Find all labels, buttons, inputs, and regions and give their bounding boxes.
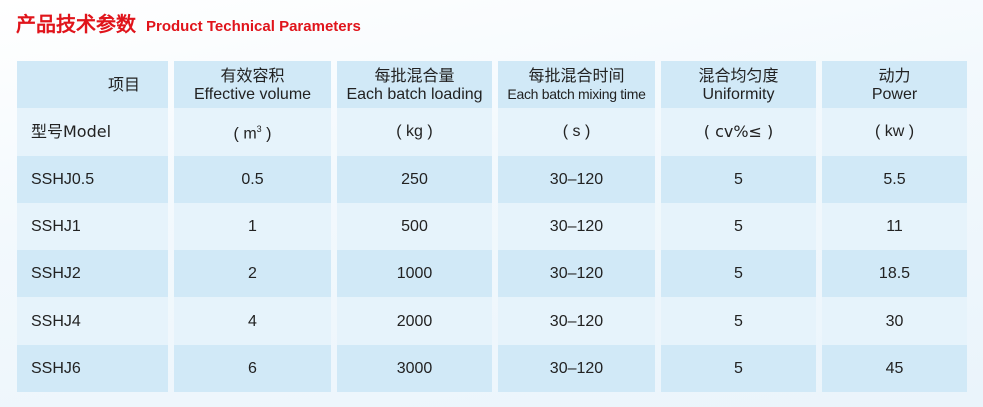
- table-cell-time: 30–120: [498, 155, 655, 203]
- header-label-en: Each batch mixing time: [507, 85, 646, 102]
- table-cell-time: 30–120: [498, 297, 655, 345]
- unit-loading: ( kg ): [337, 108, 492, 156]
- table-cell-time: 30–120: [498, 344, 655, 393]
- unit-uniformity: ( cv%≤ ): [661, 108, 816, 156]
- table-cell-uniformity: 5: [661, 202, 816, 251]
- table-cell-model: SSHJ1: [17, 202, 168, 251]
- parameters-table: 项目 有效容积 Effective volume 每批混合量 Each batch …: [17, 61, 967, 393]
- table-cell-volume: 0.5: [174, 155, 331, 203]
- header-time: 每批混合时间 Each batch mixing time: [498, 61, 655, 109]
- header-label-en: Effective volume: [193, 85, 312, 103]
- heading-en: Product Technical Parameters: [146, 18, 361, 35]
- header-power: 动力 Power: [822, 61, 967, 109]
- header-label-cn: 每批混合量: [374, 65, 455, 85]
- unit-label: ( m3 ): [233, 124, 272, 143]
- table-cell-uniformity: 5: [661, 250, 816, 298]
- heading-cn: 产品技术参数: [16, 12, 136, 36]
- page-heading: 产品技术参数 Product Technical Parameters: [16, 8, 361, 37]
- header-label-cn: 动力: [878, 65, 911, 85]
- table-cell-volume: 4: [174, 297, 331, 345]
- header-uniformity: 混合均匀度 Uniformity: [661, 61, 816, 109]
- table-cell-loading: 2000: [337, 297, 492, 345]
- table-cell-loading: 500: [337, 202, 492, 251]
- unit-volume: ( m3 ): [174, 108, 331, 156]
- header-label-cn: 每批混合时间: [528, 65, 625, 85]
- table-cell-model: SSHJ6: [17, 344, 168, 393]
- table-cell-uniformity: 5: [661, 155, 816, 203]
- table-cell-time: 30–120: [498, 202, 655, 251]
- header-loading: 每批混合量 Each batch loading: [337, 61, 492, 109]
- table-cell-power: 45: [822, 344, 967, 393]
- table-cell-model: SSHJ0.5: [17, 155, 168, 203]
- header-label-en: Uniformity: [702, 85, 775, 103]
- header-label-en: Power: [871, 85, 918, 103]
- table-cell-power: 11: [822, 202, 967, 251]
- table-cell-loading: 250: [337, 155, 492, 203]
- header-label-en: Each batch loading: [346, 85, 483, 103]
- table-cell-model: SSHJ2: [17, 250, 168, 298]
- table-cell-power: 18.5: [822, 250, 967, 298]
- table-cell-loading: 3000: [337, 344, 492, 393]
- header-label-cn: 混合均匀度: [698, 65, 779, 85]
- unit-model: 型号Model: [17, 108, 168, 156]
- header-label: 项目: [107, 75, 140, 95]
- table-cell-uniformity: 5: [661, 297, 816, 345]
- table-cell-volume: 1: [174, 202, 331, 251]
- header-item: 项目: [17, 61, 168, 109]
- header-label-cn: 有效容积: [220, 65, 285, 85]
- unit-time: ( s ): [498, 108, 655, 156]
- unit-label: 型号Model: [31, 122, 112, 142]
- header-volume: 有效容积 Effective volume: [174, 61, 331, 109]
- table-cell-volume: 2: [174, 250, 331, 298]
- table-cell-power: 5.5: [822, 155, 967, 203]
- table-cell-model: SSHJ4: [17, 297, 168, 345]
- table-cell-loading: 1000: [337, 250, 492, 298]
- table-cell-volume: 6: [174, 344, 331, 393]
- unit-power: ( kw ): [822, 108, 967, 156]
- table-cell-power: 30: [822, 297, 967, 345]
- table-cell-time: 30–120: [498, 250, 655, 298]
- table-cell-uniformity: 5: [661, 344, 816, 393]
